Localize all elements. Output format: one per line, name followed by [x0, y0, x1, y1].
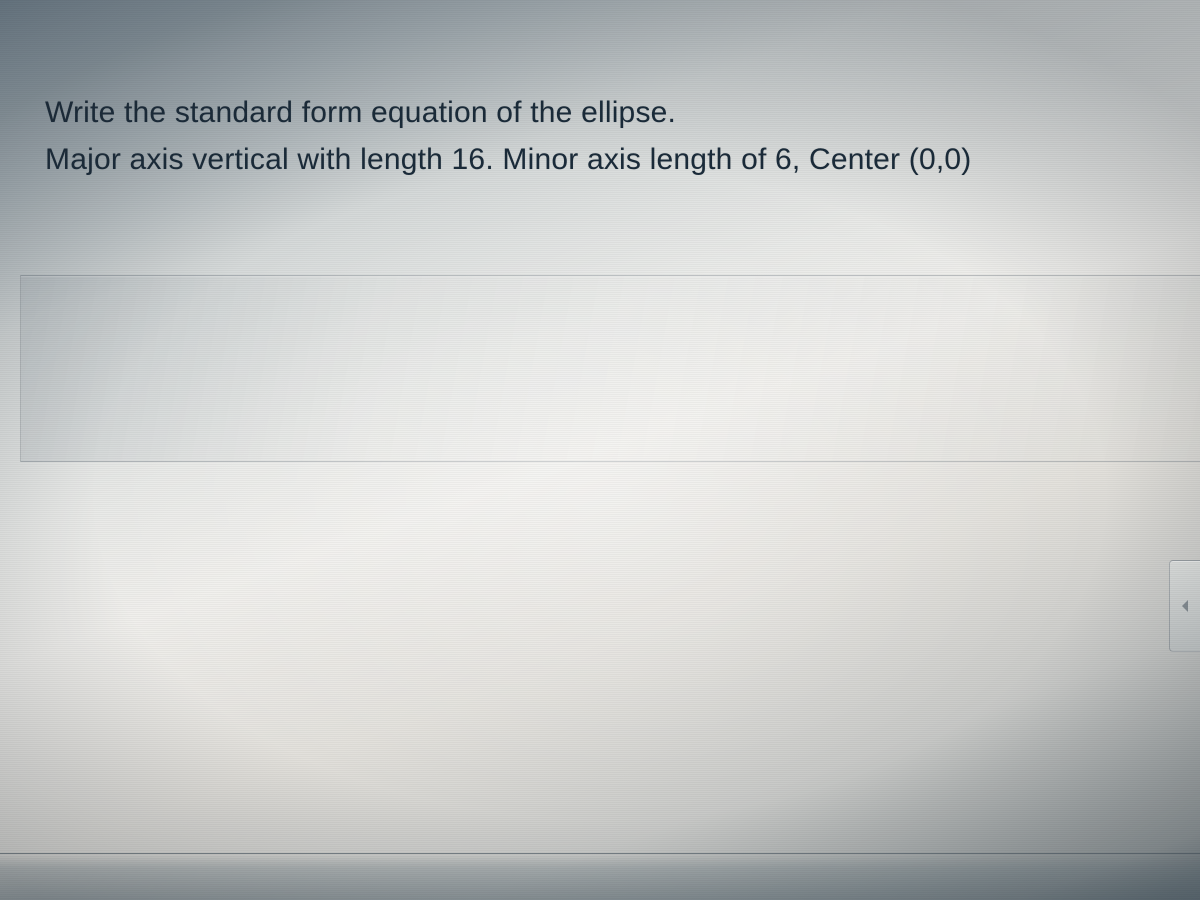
question-line-2: Major axis vertical with length 16. Mino… — [45, 137, 1160, 184]
question-line-1: Write the standard form equation of the … — [45, 90, 1160, 137]
question-block: Write the standard form equation of the … — [45, 90, 1160, 183]
answer-input[interactable] — [20, 275, 1200, 462]
prev-button[interactable] — [1169, 560, 1200, 652]
chevron-left-icon — [1179, 599, 1191, 613]
bottom-bar — [0, 853, 1200, 900]
